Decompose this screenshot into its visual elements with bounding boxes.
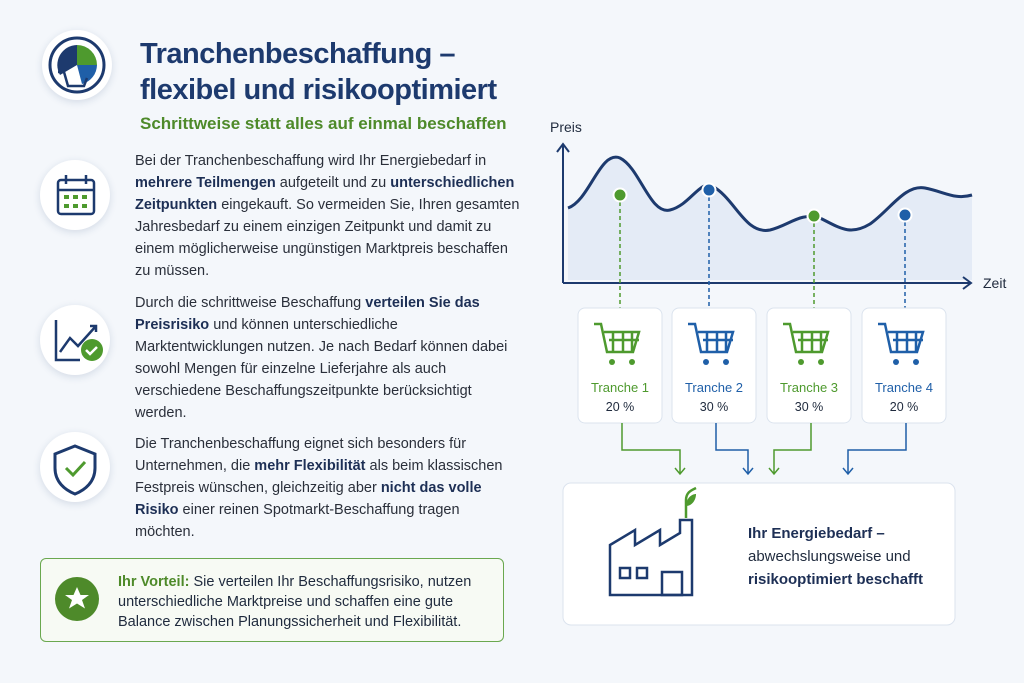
cart-wheel: [798, 359, 804, 365]
chart-icon: [54, 320, 103, 362]
result-text: Ihr Energiebedarf – abwechslungsweise un…: [748, 522, 928, 591]
tranche-card: [577, 307, 663, 424]
y-axis-label: Preis: [550, 119, 582, 135]
advantage-text: Ihr Vorteil: Sie verteilen Ihr Beschaffu…: [118, 572, 488, 632]
shield-icon: [53, 444, 97, 496]
icon-circle: [40, 305, 110, 375]
bold-text: mehrere Teilmengen: [135, 175, 276, 191]
cart-wheel: [893, 359, 899, 365]
bold-text: mehr Flexibilität: [254, 458, 366, 474]
calendar-icon: [56, 175, 96, 216]
tranche-card: [766, 307, 852, 424]
text: aufgeteilt und zu: [275, 175, 391, 191]
title: Tranchenbeschaffung – flexibel und risiko…: [140, 36, 497, 108]
paragraph: Bei der Tranchenbeschaffung wird Ihr Ene…: [135, 150, 520, 282]
price-chart: Preis Zeit: [550, 119, 1006, 291]
cart-wheel: [609, 359, 615, 365]
cart-icon: [783, 322, 830, 354]
advantage-box: [40, 558, 504, 642]
cart-wheel: [629, 359, 635, 365]
icon-circle: [40, 432, 110, 502]
flow-arrow: [842, 423, 907, 476]
text: Durch die schrittweise Beschaffung: [135, 295, 366, 311]
price-dot: [897, 207, 913, 223]
cart-icon: [878, 322, 925, 354]
price-dot: [806, 208, 822, 224]
bold-text: unterschiedlichen Zeitpunkten: [135, 175, 515, 213]
result-box: [562, 482, 956, 626]
price-dot: [612, 187, 628, 203]
cart-wheel: [913, 359, 919, 365]
star-badge: [55, 577, 99, 621]
flow-arrow: [768, 423, 812, 476]
text: eingekauft. So vermeiden Sie, Ihren gesa…: [135, 197, 520, 279]
text: einer reinen Spotmarkt-Beschaffung trage…: [135, 502, 460, 540]
text: und können unterschiedliche Marktentwick…: [135, 317, 508, 421]
flow-arrow: [621, 423, 686, 476]
cart-wheel: [723, 359, 729, 365]
text: als beim klassischen Festpreis wünschen,…: [135, 458, 503, 496]
x-axis-label: Zeit: [983, 275, 1006, 291]
tranche-share: 30 %: [795, 400, 824, 414]
tranche-share: 20 %: [606, 400, 635, 414]
tranche-card: [671, 307, 757, 424]
cart-wheel: [818, 359, 824, 365]
advantage-body: Sie verteilen Ihr Beschaffungsrisiko, nu…: [118, 574, 472, 630]
paragraph: Durch die schrittweise Beschaffung verte…: [135, 292, 520, 424]
bold-text: nicht das volle Risiko: [135, 480, 482, 518]
tranche-name: Tranche 2: [685, 380, 743, 395]
bold-text: risikooptimiert beschafft: [748, 571, 924, 588]
flow-arrow: [715, 423, 754, 476]
bold-text: verteilen Sie das Preisrisiko: [135, 295, 480, 333]
cart-icon: [688, 322, 735, 354]
tranche-name: Tranche 1: [591, 380, 649, 395]
subtitle: Schrittweise statt alles auf einmal besc…: [140, 114, 507, 133]
text: Die Tranchenbeschaffung eignet sich beso…: [135, 436, 467, 474]
title-line: Tranchenbeschaffung –: [140, 38, 456, 70]
paragraph: Die Tranchenbeschaffung eignet sich beso…: [135, 433, 520, 543]
text: Bei der Tranchenbeschaffung wird Ihr Ene…: [135, 153, 487, 169]
cart-icon: [594, 322, 641, 354]
tranche-share: 30 %: [700, 400, 729, 414]
advantage-label: Ihr Vorteil:: [118, 574, 190, 590]
tranche-card: [861, 307, 947, 424]
cart-wheel: [703, 359, 709, 365]
title-line: flexibel und risikooptimiert: [140, 74, 497, 106]
tranche-share: 20 %: [890, 400, 919, 414]
tranche-name: Tranche 4: [875, 380, 933, 395]
bold-text: Ihr Energiebedarf –: [748, 525, 885, 542]
text: abwechslungsweise und: [748, 548, 911, 565]
tranche-name: Tranche 3: [780, 380, 838, 395]
logo: [48, 36, 106, 94]
price-dot: [701, 182, 717, 198]
